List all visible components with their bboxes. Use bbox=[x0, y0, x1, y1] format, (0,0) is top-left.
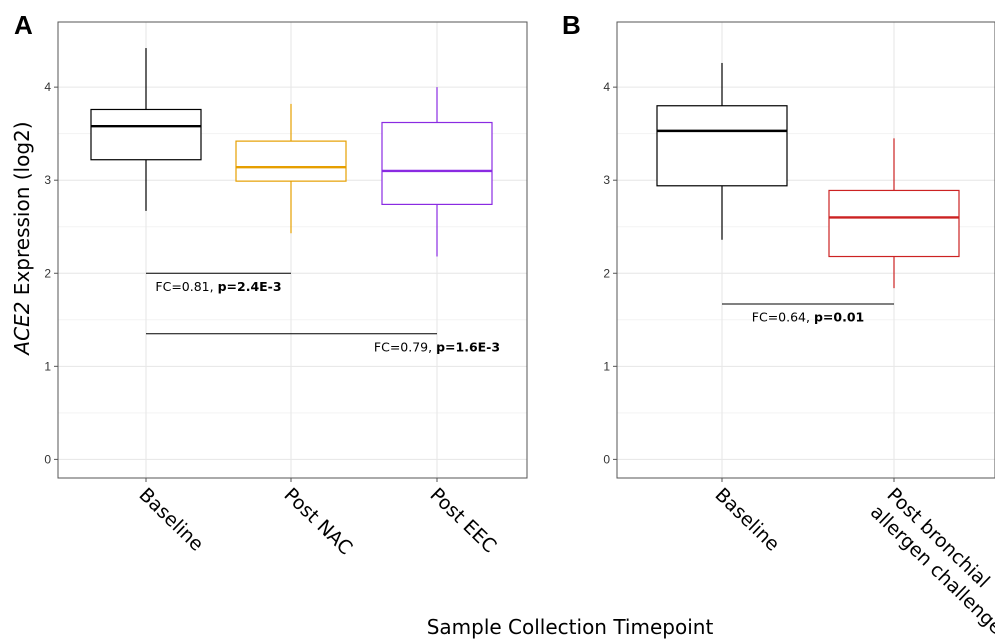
y-tick-label: 4 bbox=[603, 80, 610, 94]
y-axis-title: ACE2 Expression (log2) bbox=[10, 121, 34, 356]
panel-label-b: B bbox=[562, 10, 581, 40]
box-1 bbox=[656, 62, 788, 240]
grid bbox=[58, 22, 527, 478]
x-tick-label: Post EEC bbox=[426, 484, 501, 558]
x-tick-label: Post NAC bbox=[280, 484, 357, 560]
comparison: FC=0.79, p=1.6E-3 bbox=[146, 333, 500, 354]
comparison-label: FC=0.79, p=1.6E-3 bbox=[374, 339, 500, 354]
box-body bbox=[656, 105, 788, 187]
panel-border bbox=[616, 21, 995, 479]
comparison-fc: FC=0.64, bbox=[752, 310, 814, 325]
box-body bbox=[90, 108, 202, 161]
y-tick-label: 1 bbox=[44, 359, 51, 373]
box-body bbox=[381, 121, 493, 205]
comparison: FC=0.64, p=0.01 bbox=[722, 303, 894, 325]
y-tick-label: 4 bbox=[44, 80, 51, 94]
panel-border bbox=[57, 21, 528, 479]
x-tick-label: Post bronchialallergen challenge bbox=[866, 484, 995, 639]
y-axis-title-rest: Expression (log2) bbox=[10, 121, 34, 301]
box-2 bbox=[235, 103, 347, 234]
y-tick-label: 3 bbox=[603, 173, 610, 187]
comparison: FC=0.81, p=2.4E-3 bbox=[146, 272, 291, 294]
x-tick-label-line: Post NAC bbox=[280, 484, 357, 560]
x-axis-title: Sample Collection Timepoint bbox=[427, 615, 714, 639]
y-tick-label: 3 bbox=[44, 173, 51, 187]
box-body bbox=[235, 140, 347, 182]
comparison-pvalue: p=1.6E-3 bbox=[436, 339, 500, 354]
comparison-pvalue: p=2.4E-3 bbox=[218, 279, 282, 294]
comparison-fc: FC=0.79, bbox=[374, 339, 436, 354]
comparison-pvalue: p=0.01 bbox=[814, 310, 864, 325]
x-tick-label: Baseline bbox=[711, 484, 784, 556]
panel-label-a: A bbox=[14, 10, 33, 40]
y-tick-label: 0 bbox=[603, 452, 610, 466]
y-axis-title-gene: ACE2 bbox=[10, 302, 34, 357]
comparison-label: FC=0.81, p=2.4E-3 bbox=[155, 279, 281, 294]
panel-a-plot: 0 1 2 3 4 FC=0.81, p=2.4E-3 FC=0.79, p=1.6E-3 B… bbox=[44, 21, 528, 560]
box-3 bbox=[381, 87, 493, 257]
box-2 bbox=[828, 138, 960, 289]
y-tick-label: 2 bbox=[44, 266, 51, 280]
box-1 bbox=[90, 48, 202, 211]
comparison-fc: FC=0.81, bbox=[155, 279, 217, 294]
x-tick-label-line: Baseline bbox=[711, 484, 784, 556]
x-tick-label-line: Post EEC bbox=[426, 484, 501, 558]
y-tick-label: 0 bbox=[44, 452, 51, 466]
y-tick-label: 1 bbox=[603, 359, 610, 373]
panel-b-plot: 0 1 2 3 4 FC=0.64, p=0.01 Baseline Post bronchi… bbox=[603, 21, 995, 639]
box-body bbox=[828, 189, 960, 258]
grid bbox=[617, 22, 995, 478]
y-tick-label: 2 bbox=[603, 266, 610, 280]
x-tick-label-line: Baseline bbox=[135, 484, 208, 556]
comparison-label: FC=0.64, p=0.01 bbox=[752, 310, 864, 325]
x-tick-label: Baseline bbox=[135, 484, 208, 556]
